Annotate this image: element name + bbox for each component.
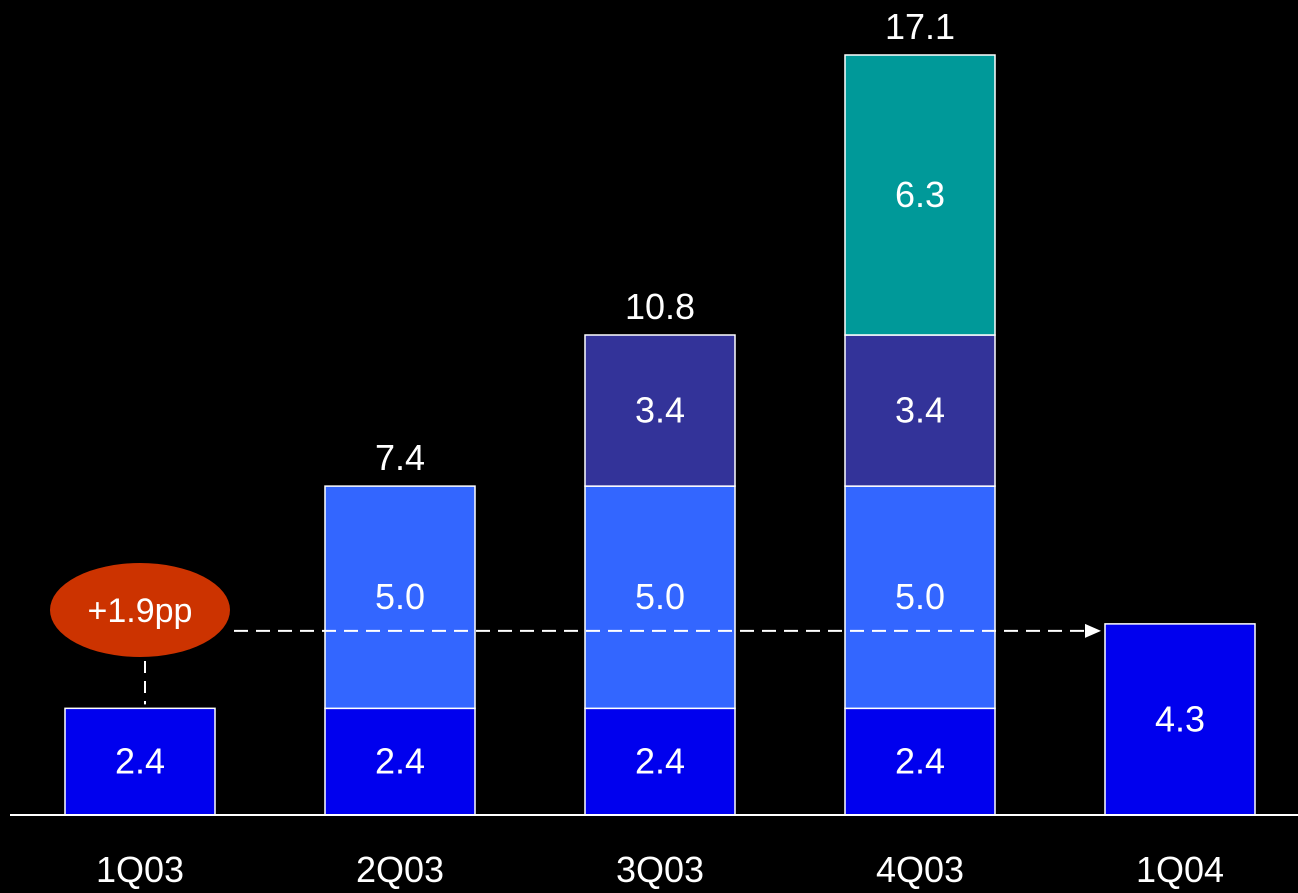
segment-value-label: 3.4 <box>895 390 945 431</box>
bar-segment-4Q03-1 <box>844 485 996 710</box>
segment-value-label: 6.3 <box>895 174 945 215</box>
segment-value-label: 5.0 <box>895 576 945 617</box>
bar-segment-4Q03-0 <box>844 707 996 816</box>
category-tick-label: 3Q03 <box>616 849 704 890</box>
segment-value-label: 4.3 <box>1155 698 1205 739</box>
total-value-label: 17.1 <box>885 6 955 47</box>
segment-value-label: 2.4 <box>635 741 685 782</box>
bar-segment-1Q03-0 <box>64 707 216 816</box>
category-tick-label: 2Q03 <box>356 849 444 890</box>
category-tick-label: 4Q03 <box>876 849 964 890</box>
segment-value-label: 2.4 <box>375 741 425 782</box>
callout-label: +1.9pp <box>88 592 193 630</box>
total-value-label: 10.8 <box>625 286 695 327</box>
arrow-head-icon <box>1085 623 1101 638</box>
segment-value-label: 3.4 <box>635 390 685 431</box>
labels-group: 2.4 1Q03 2.4 5.0 7.4 2Q03 2.4 5.0 3.4 10.8 3Q03 2.4… <box>96 6 1224 890</box>
bar-segment-4Q03-2 <box>844 334 996 487</box>
category-tick-label: 1Q03 <box>96 849 184 890</box>
segment-value-label: 5.0 <box>375 576 425 617</box>
segment-value-label: 2.4 <box>115 741 165 782</box>
segment-value-label: 2.4 <box>895 741 945 782</box>
bars-group <box>64 54 1256 816</box>
total-value-label: 7.4 <box>375 437 425 478</box>
segment-value-label: 5.0 <box>635 576 685 617</box>
bar-segment-3Q03-1 <box>584 485 736 710</box>
callout-ellipse <box>50 563 230 657</box>
callout-group: +1.9pp <box>50 563 1101 705</box>
bar-segment-2Q03-1 <box>324 485 476 710</box>
bar-segment-4Q03-3 <box>844 54 996 336</box>
category-tick-label: 1Q04 <box>1136 849 1224 890</box>
bar-segment-3Q03-2 <box>584 334 736 487</box>
